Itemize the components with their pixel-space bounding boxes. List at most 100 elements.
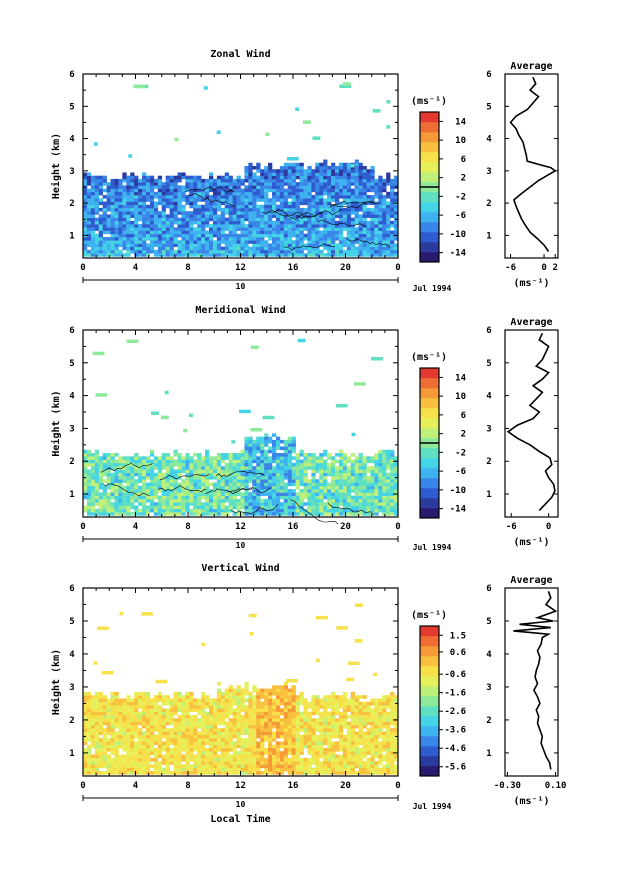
heatmap-cell — [173, 195, 178, 199]
heatmap-cell — [307, 182, 312, 186]
heatmap-cell — [248, 191, 253, 196]
heatmap-cell — [94, 182, 100, 186]
heatmap-cell — [161, 701, 166, 706]
heatmap-cell — [272, 172, 277, 176]
heatmap-cell — [197, 472, 202, 477]
heatmap-cell — [291, 162, 296, 167]
heatmap-cell — [287, 204, 292, 209]
heatmap-cell — [346, 240, 352, 244]
heatmap-cell — [342, 475, 348, 480]
heatmap-cell — [94, 204, 100, 209]
heatmap-cell — [299, 453, 304, 457]
heatmap-cell — [169, 459, 174, 464]
heatmap-cell — [299, 191, 304, 196]
heatmap-cell — [161, 731, 166, 736]
heatmap-cell — [83, 207, 88, 212]
heatmap-cell — [232, 498, 237, 503]
heatmap-cell — [287, 175, 292, 180]
heatmap-cell — [252, 195, 257, 199]
heatmap-cell — [106, 453, 111, 457]
heatmap-cell — [307, 453, 312, 457]
heatmap-cell — [173, 204, 178, 209]
heatmap-cell — [374, 482, 379, 487]
heatmap-cell — [212, 718, 218, 722]
heatmap-cells — [83, 338, 399, 516]
heatmap-cell — [275, 466, 281, 470]
heatmap-cell — [366, 224, 371, 228]
heatmap-cell — [283, 475, 289, 480]
heatmap-cell — [244, 246, 249, 251]
heatmap-cell — [354, 237, 359, 241]
heatmap-cell — [122, 475, 127, 480]
heatmap-cell — [130, 482, 135, 487]
heatmap-cell — [232, 757, 237, 762]
heatmap-cell — [323, 243, 328, 247]
heatmap-cell — [126, 475, 131, 480]
heatmap-cell — [197, 240, 202, 244]
heatmap-cell — [146, 492, 151, 496]
heatmap-cell — [374, 498, 379, 503]
heatmap-cell — [169, 188, 174, 193]
heatmap-cell — [303, 492, 308, 496]
heatmap-cell — [358, 479, 363, 483]
contour-line — [184, 186, 235, 193]
heatmap-cell — [268, 469, 273, 474]
heatmap-cell — [275, 492, 281, 496]
heatmap-cell — [189, 182, 194, 186]
heatmap-cell — [370, 188, 375, 193]
heatmap-cell — [323, 185, 328, 189]
heatmap-cell — [386, 125, 391, 129]
heatmap-cell — [197, 220, 202, 225]
heatmap-cell — [102, 705, 107, 709]
heatmap-cell — [177, 505, 182, 510]
heatmap-cell — [98, 698, 103, 703]
heatmap-cell — [297, 338, 306, 343]
heatmap-cell — [319, 233, 324, 238]
heatmap-cell — [220, 233, 226, 238]
heatmap-cell — [185, 498, 190, 503]
colorbar-tick-label: 10 — [455, 392, 466, 402]
heatmap-cell — [382, 472, 387, 477]
heatmap-cell — [118, 459, 123, 464]
heatmap-cell — [114, 738, 119, 742]
heatmap-cell — [212, 214, 218, 218]
heatmap-cell — [86, 771, 92, 775]
heatmap-cell — [209, 475, 214, 480]
heatmap-cell — [149, 492, 155, 496]
heatmap-cell — [327, 224, 332, 228]
heatmap-cell — [335, 479, 340, 483]
heatmap-cell — [331, 495, 336, 500]
heatmap-cell — [228, 738, 233, 742]
heatmap-cell — [279, 459, 285, 464]
heatmap-cell — [366, 220, 371, 225]
heatmap-cell — [268, 711, 273, 716]
heatmap-cell — [244, 249, 249, 254]
heatmap-cell — [201, 751, 206, 755]
heatmap-cell — [197, 178, 202, 183]
heatmap-cell — [248, 714, 253, 719]
heatmap-cell — [90, 198, 96, 202]
heatmap-cell — [378, 237, 383, 241]
heatmap-cell — [268, 498, 273, 503]
heatmap-cell — [118, 767, 123, 772]
heatmap-cell — [149, 220, 155, 225]
heatmap-cell — [220, 249, 226, 254]
heatmap-cell — [315, 182, 320, 186]
heatmap-cell — [240, 207, 245, 212]
heatmap-cell — [311, 237, 316, 241]
heatmap-cell — [153, 502, 159, 506]
heatmap-cell — [102, 714, 107, 719]
heatmap-cell — [173, 771, 178, 775]
heatmap-cell — [350, 495, 355, 500]
heatmap-cell — [260, 453, 265, 457]
heatmap-cell — [370, 482, 375, 487]
heatmap-cell — [209, 721, 214, 726]
heatmap-cell — [279, 489, 285, 493]
heatmap-cell — [338, 162, 344, 167]
heatmap-cell — [149, 734, 155, 739]
heatmap-cell — [165, 747, 170, 752]
heatmap-cell — [260, 744, 265, 749]
heatmap-cell — [338, 169, 344, 173]
heatmap-cell — [130, 172, 135, 176]
heatmap-cell — [232, 188, 237, 193]
